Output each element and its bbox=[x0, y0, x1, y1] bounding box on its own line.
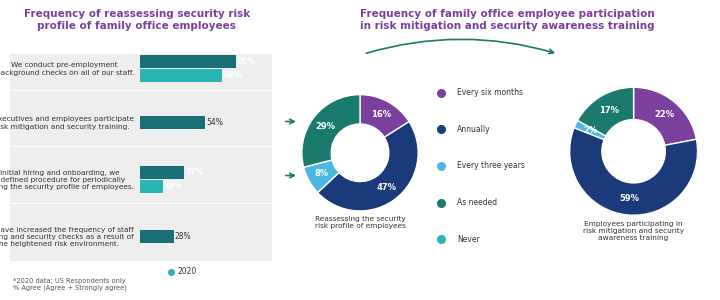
Text: 19%: 19% bbox=[164, 182, 182, 190]
FancyBboxPatch shape bbox=[140, 55, 236, 68]
Wedge shape bbox=[574, 120, 606, 140]
Text: 68%: 68% bbox=[223, 70, 242, 80]
Wedge shape bbox=[570, 128, 698, 215]
Text: 16%: 16% bbox=[371, 110, 391, 119]
Wedge shape bbox=[318, 122, 418, 211]
Text: 29%: 29% bbox=[315, 122, 336, 130]
Text: 54%: 54% bbox=[207, 118, 223, 127]
Text: 80%: 80% bbox=[238, 57, 256, 66]
Text: We conduct pre-employment
background checks on all of our staff.: We conduct pre-employment background che… bbox=[0, 62, 134, 76]
Text: After initial hiring and onboarding, we
have a defined procedure for periodicall: After initial hiring and onboarding, we … bbox=[0, 170, 134, 190]
Text: Frequency of reassessing security risk
profile of family office employees: Frequency of reassessing security risk p… bbox=[24, 9, 250, 31]
Text: Employees participating in
risk mitigation and security
awareness training: Employees participating in risk mitigati… bbox=[583, 221, 684, 241]
Text: Annually: Annually bbox=[457, 125, 491, 134]
Text: Reassessing the security
risk profile of employees: Reassessing the security risk profile of… bbox=[315, 217, 405, 230]
FancyBboxPatch shape bbox=[140, 69, 222, 82]
Wedge shape bbox=[304, 160, 339, 193]
FancyBboxPatch shape bbox=[140, 116, 205, 129]
Text: 37%: 37% bbox=[186, 168, 204, 177]
Wedge shape bbox=[302, 94, 360, 167]
Text: 8%: 8% bbox=[315, 169, 329, 178]
Wedge shape bbox=[360, 94, 409, 137]
Text: 17%: 17% bbox=[599, 106, 619, 115]
Text: As needed: As needed bbox=[457, 198, 498, 207]
Text: Every three years: Every three years bbox=[457, 161, 525, 170]
Text: 2020: 2020 bbox=[177, 267, 197, 276]
Text: Never: Never bbox=[457, 235, 480, 244]
Text: 47%: 47% bbox=[377, 183, 397, 192]
FancyBboxPatch shape bbox=[140, 166, 184, 178]
Text: 22%: 22% bbox=[654, 110, 674, 119]
Text: 59%: 59% bbox=[619, 194, 639, 203]
Text: All executives and employees participate
in risk mitigation and security trainin: All executives and employees participate… bbox=[0, 116, 134, 130]
Text: Frequency of family office employee participation
in risk mitigation and securit: Frequency of family office employee part… bbox=[360, 9, 655, 31]
Wedge shape bbox=[577, 87, 634, 136]
FancyBboxPatch shape bbox=[10, 54, 272, 261]
Wedge shape bbox=[634, 87, 696, 145]
Text: 2%: 2% bbox=[583, 126, 598, 135]
Text: *2020 data; US Respondents only
% Agree (Agree + Strongly agree): *2020 data; US Respondents only % Agree … bbox=[13, 278, 127, 291]
FancyBboxPatch shape bbox=[140, 180, 163, 193]
Text: 28%: 28% bbox=[175, 232, 192, 241]
Text: We have increased the frequency of staff
vetting and security checks as a result: We have increased the frequency of staff… bbox=[0, 227, 134, 247]
FancyBboxPatch shape bbox=[140, 230, 174, 243]
Text: Every six months: Every six months bbox=[457, 88, 523, 98]
